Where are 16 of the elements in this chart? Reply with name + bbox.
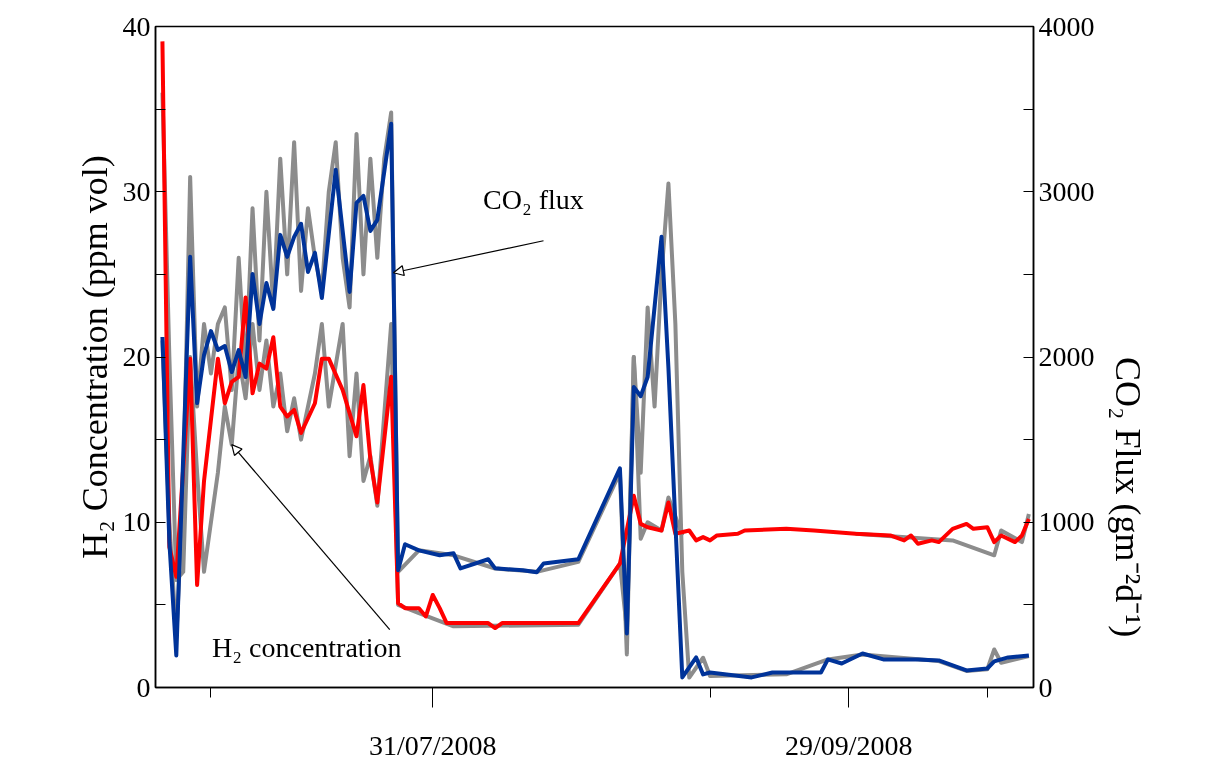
y2-tick-label: 4000 — [1038, 10, 1095, 42]
y-tick-label: 0 — [136, 671, 151, 703]
annotation: CO₂ flux — [483, 184, 584, 216]
y-tick-label: 10 — [122, 506, 151, 538]
y-tick-label: 30 — [122, 175, 151, 207]
x-tick-label: 29/09/2008 — [784, 729, 913, 758]
x-tick-label: 31/07/2008 — [368, 729, 497, 758]
y2-tick-label: 0 — [1038, 671, 1053, 703]
y-tick-label: 40 — [122, 10, 151, 42]
annotation: H₂ concentration — [212, 632, 402, 664]
y2-tick-label: 2000 — [1038, 341, 1095, 372]
y2-axis-title: CO₂ Flux (gm⁻²d⁻¹) — [1107, 357, 1148, 638]
y-axis-title: H₂ Concentration (ppm vol) — [74, 155, 115, 559]
y2-tick-label: 1000 — [1038, 506, 1095, 538]
y2-tick-label: 3000 — [1038, 175, 1095, 207]
y-tick-label: 20 — [122, 341, 151, 372]
